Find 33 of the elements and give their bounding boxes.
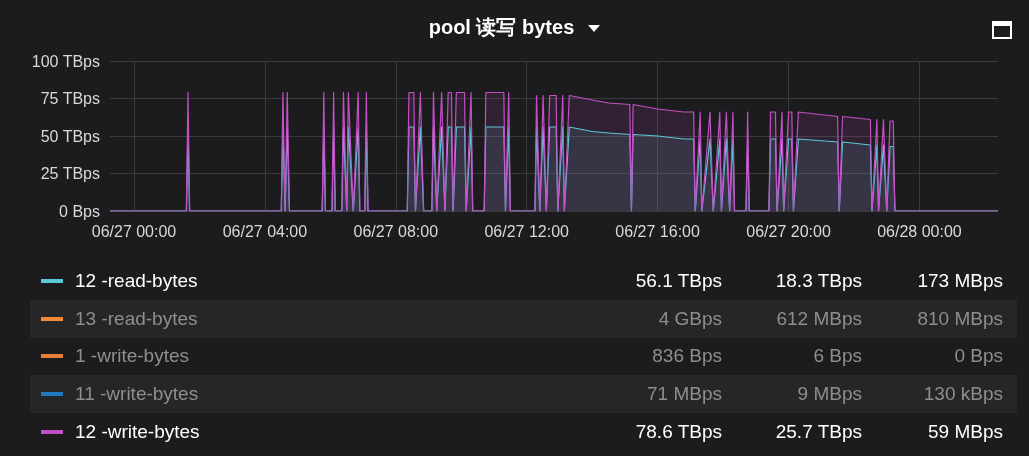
- text: 6 Bps: [813, 345, 862, 368]
- x-tick-label: 06/27 12:00: [484, 222, 570, 240]
- x-tick-label: 06/27 16:00: [615, 222, 700, 240]
- legend-label: 12 -write-bytes: [75, 421, 200, 444]
- x-tick-label: 06/27 08:00: [353, 222, 439, 240]
- text: 0 Bps: [954, 345, 1003, 368]
- text: 78.6 TBps: [635, 421, 722, 444]
- text: 59 MBps: [928, 421, 1003, 444]
- legend-label: 11 -write-bytes: [75, 383, 199, 406]
- y-tick-label: 50 TBps: [40, 127, 100, 145]
- x-tick-label: 06/28 00:00: [877, 222, 962, 240]
- text: 836 Bps: [652, 345, 722, 368]
- legend-label: 1 -write-bytes: [75, 345, 190, 368]
- y-tick-label: 100 TBps: [31, 52, 100, 70]
- text: 173 MBps: [917, 269, 1003, 292]
- text: 18.3 TBps: [775, 269, 862, 292]
- chart-title: pool 读写 bytes: [428, 16, 575, 38]
- x-tick-label: 06/27 04:00: [222, 222, 308, 240]
- text: 810 MBps: [917, 307, 1003, 330]
- legend-label: 13 -read-bytes: [75, 307, 198, 330]
- text: 25.7 TBps: [775, 421, 862, 444]
- text: 71 MBps: [647, 383, 722, 406]
- text: 612 MBps: [776, 307, 862, 330]
- text: 9 MBps: [797, 383, 862, 406]
- text: 4 GBps: [658, 307, 722, 330]
- y-tick-label: 75 TBps: [40, 90, 100, 107]
- y-tick-label: 0 Bps: [59, 202, 100, 220]
- x-tick-label: 06/27 00:00: [91, 222, 177, 240]
- y-tick-label: 25 TBps: [40, 165, 100, 182]
- text: 56.1 TBps: [635, 269, 722, 292]
- text: 130 kBps: [923, 383, 1003, 406]
- legend-label: 12 -read-bytes: [75, 269, 198, 292]
- x-tick-label: 06/27 20:00: [746, 222, 831, 240]
